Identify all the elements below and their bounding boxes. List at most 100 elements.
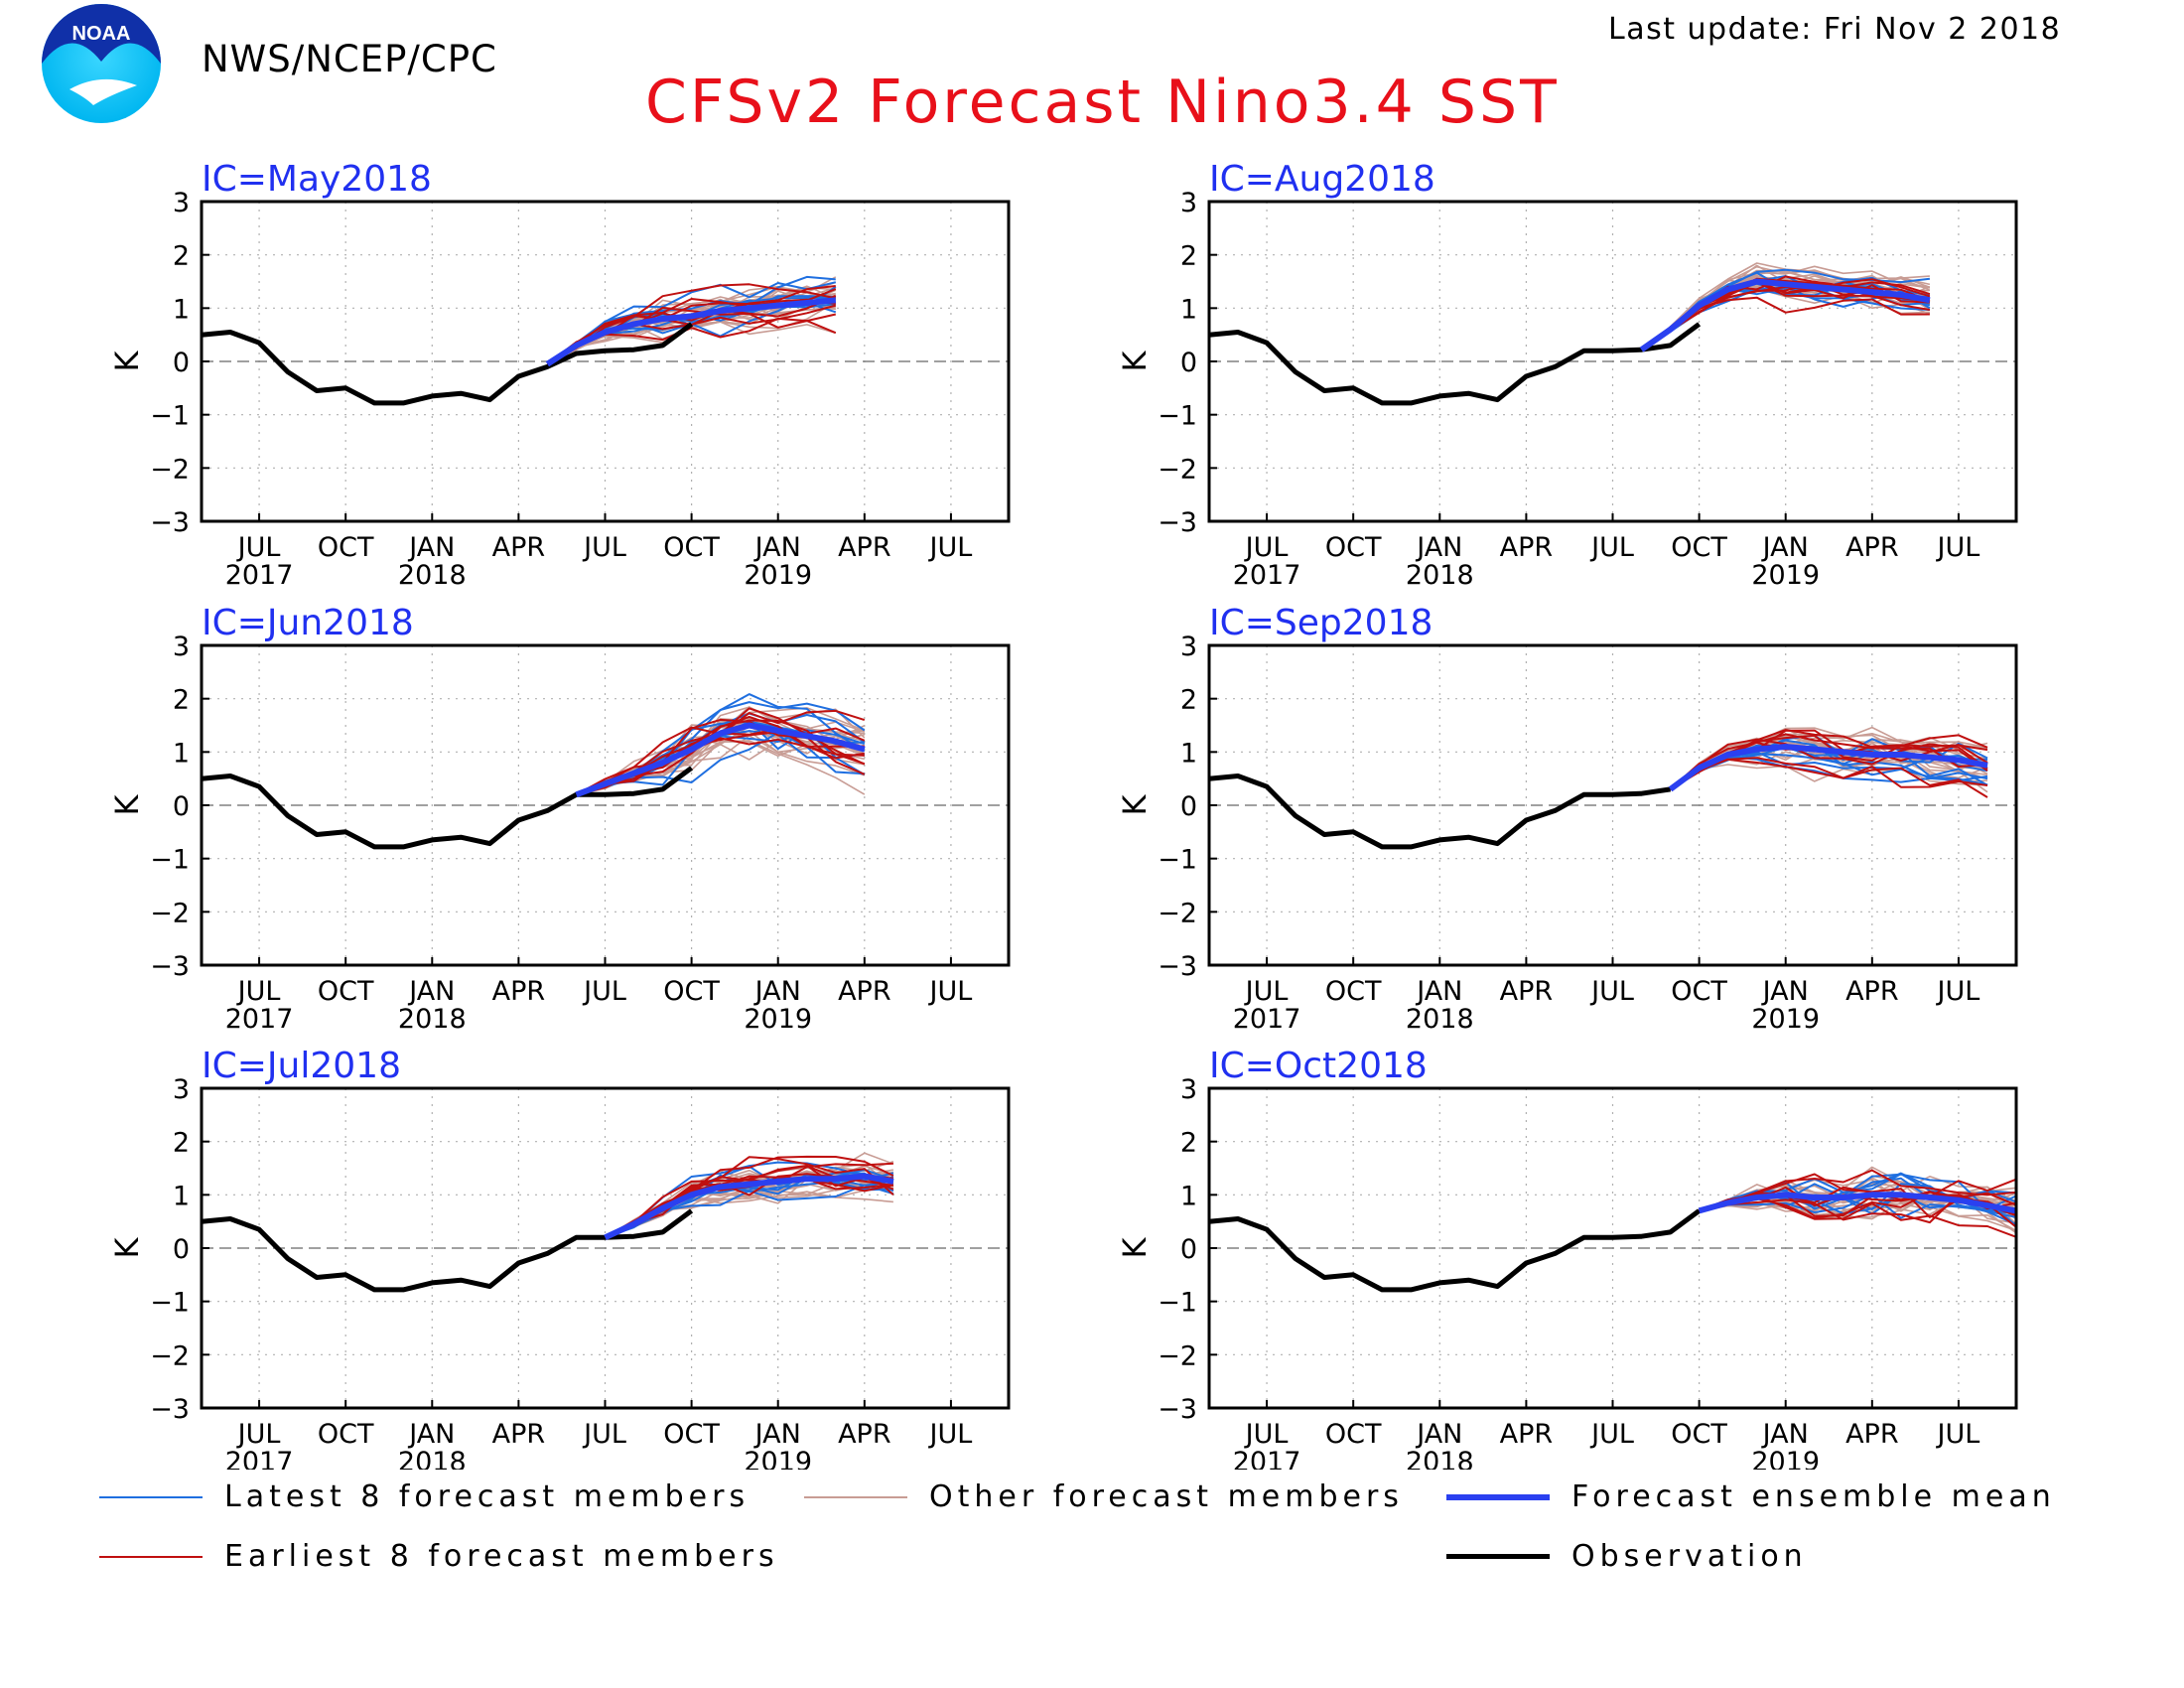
plot-frame [1207,1086,2018,1410]
legend-swatch-earliest [99,1555,203,1558]
x-year-label: 2017 [1233,560,1301,591]
last-update-text: Last update: Fri Nov 2 2018 [1608,12,2062,47]
x-year-label: 2017 [225,1447,294,1470]
noaa-logo: NOAA [42,4,161,123]
y-axis-label: K [1116,1236,1154,1258]
x-tick-label: APR [492,532,546,563]
x-tick-label: OCT [663,976,720,1007]
y-tick-label: 3 [173,1074,190,1105]
y-tick-label: 2 [173,685,190,716]
y-tick-label: −1 [150,845,190,876]
x-tick-label: JUL [1589,1419,1634,1450]
y-tick-label: 2 [1180,685,1197,716]
y-tick-label: −2 [150,898,190,928]
y-axis-label: K [1116,350,1154,371]
x-tick-label: JAN [1415,1419,1462,1450]
forecast-members [605,1152,894,1239]
y-tick-label: 2 [173,1128,190,1159]
x-year-label: 2018 [1406,560,1474,591]
y-tick-label: −3 [1158,951,1197,982]
y-tick-label: 0 [1180,348,1197,378]
x-tick-label: JAN [407,532,455,563]
y-axis-label: K [108,793,146,815]
y-tick-label: −1 [150,401,190,432]
x-tick-label: OCT [1325,1419,1382,1450]
observation-line [201,322,694,406]
x-year-label: 2019 [1751,1447,1820,1470]
y-tick-label: −1 [1158,401,1197,432]
x-tick-label: JUL [1936,976,1980,1007]
ensemble-mean-line [1668,744,1988,792]
y-axis-label: K [1116,793,1154,815]
x-year-label: 2018 [398,1447,467,1470]
x-year-label: 2018 [1406,1447,1474,1470]
x-tick-label: JAN [1761,1419,1809,1450]
y-tick-label: 0 [173,1234,190,1265]
x-tick-label: JUL [928,532,973,563]
panel-label: IC=Oct2018 [1209,1046,1428,1086]
ensemble-mean-line [1698,1192,2017,1214]
observation-line [201,766,694,850]
x-tick-label: OCT [1671,1419,1727,1450]
x-tick-label: OCT [663,1419,720,1450]
legend-item-latest: Latest 8 forecast members [99,1479,750,1514]
x-tick-label: APR [1500,532,1554,563]
y-tick-label: 1 [173,1181,190,1211]
latest-member-line [546,281,837,365]
legend-swatch-latest [99,1495,203,1498]
x-year-label: 2019 [744,1004,812,1035]
x-tick-label: OCT [318,532,374,563]
x-year-label: 2017 [1233,1004,1301,1035]
svg-text:NOAA: NOAA [72,23,131,45]
y-axis-label: K [108,350,146,371]
y-tick-label: −2 [150,1340,190,1371]
x-tick-label: JUL [1936,1419,1980,1450]
legend-label-mean: Forecast ensemble mean [1571,1479,2056,1514]
x-tick-label: APR [1500,976,1554,1007]
x-tick-label: JAN [1761,532,1809,563]
plot-frame [200,200,1011,523]
x-tick-label: JUL [582,976,626,1007]
legend-swatch-observation [1446,1554,1550,1559]
x-year-label: 2019 [1751,1004,1820,1035]
x-tick-label: JUL [582,1419,626,1450]
earliest-member-line [1669,738,1988,790]
ensemble-mean-line [545,297,837,367]
x-tick-label: APR [838,532,891,563]
y-tick-label: 3 [1180,188,1197,218]
x-year-label: 2019 [1751,560,1820,591]
y-tick-label: 2 [173,241,190,272]
y-tick-label: 2 [1180,241,1197,272]
x-year-label: 2018 [1406,1004,1474,1035]
x-tick-label: JAN [753,1419,801,1450]
y-tick-label: 3 [1180,1074,1197,1105]
y-tick-label: −3 [1158,1394,1197,1425]
plot-frame [200,643,1011,967]
panel-label: IC=Sep2018 [1209,603,1433,643]
observation-line [1208,322,1702,406]
plot-frame [1207,200,2018,523]
y-tick-label: −1 [150,1288,190,1319]
y-tick-label: 3 [1180,632,1197,662]
panel-label: IC=May2018 [202,159,432,200]
y-tick-label: 0 [173,791,190,822]
earliest-member-line [605,1162,893,1239]
legend-item-earliest: Earliest 8 forecast members [99,1539,779,1574]
x-tick-label: JUL [1244,532,1289,563]
x-year-label: 2017 [225,560,294,591]
x-tick-label: APR [1845,1419,1899,1450]
y-tick-label: −3 [150,951,190,982]
x-tick-label: OCT [1325,532,1382,563]
y-tick-label: 1 [173,738,190,769]
x-year-label: 2017 [1233,1447,1301,1470]
legend-item-observation: Observation [1446,1539,1808,1574]
x-tick-label: APR [838,976,891,1007]
earliest-member-line [576,737,865,796]
y-tick-label: 0 [1180,791,1197,822]
x-tick-label: JUL [582,532,626,563]
x-tick-label: JUL [236,976,281,1007]
x-tick-label: APR [1845,976,1899,1007]
x-year-label: 2018 [398,560,467,591]
